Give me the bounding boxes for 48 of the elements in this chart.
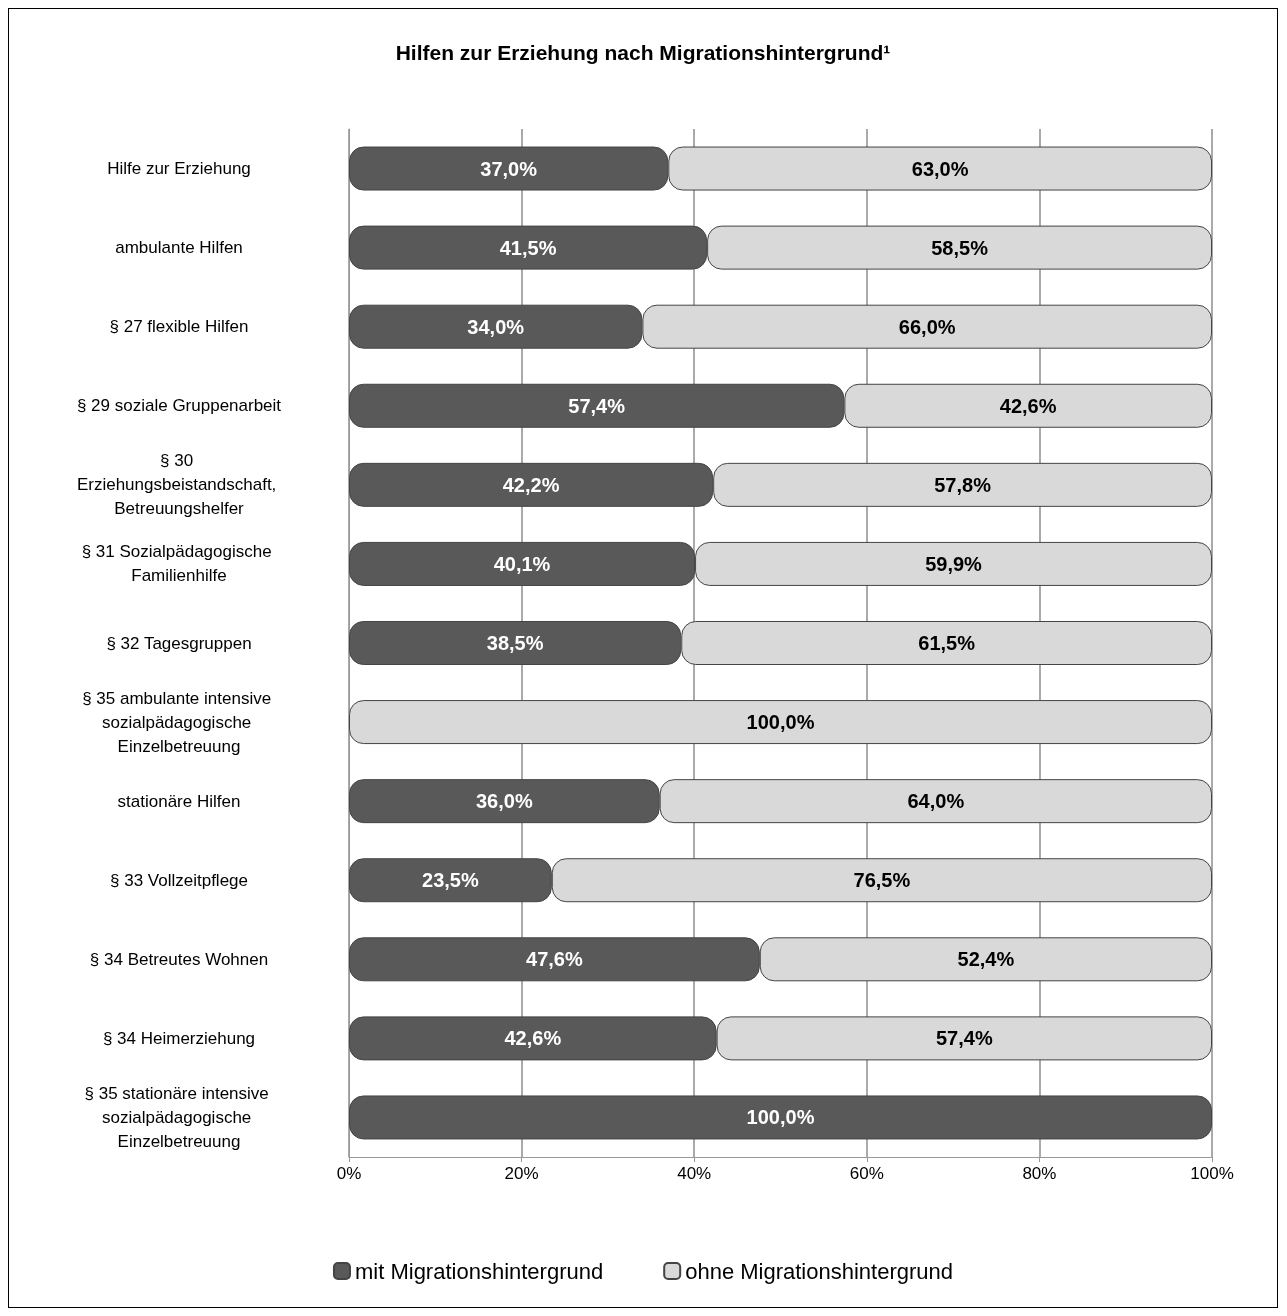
data-label: 59,9% [925,552,983,575]
bar [349,700,1212,745]
x-tick-label: 20% [504,1164,539,1183]
x-tick-label: 60% [849,1164,884,1183]
data-label: 38,5% [486,632,544,654]
data-label: 52,4% [957,948,1015,971]
y-tick-label: § 34 Betreutes Wohnen [89,949,269,969]
data-label: 100,0% [746,711,815,734]
y-tick-label: § 33 Vollzeitpflege [110,870,248,890]
data-label: 76,5% [853,869,911,892]
y-tick-label: Hilfe zur Erziehung [107,159,251,179]
data-label: 57,8% [934,473,992,496]
data-label: 100,0% [746,1106,815,1129]
data-label: 57,4% [935,1027,993,1050]
data-label: 42,2% [502,473,560,496]
data-label: 34,0% [467,315,525,338]
data-label: 57,4% [568,394,626,417]
y-tick-label: § 30 Erziehungsbeistandschaft, Betreuungshelfer [76,451,282,519]
bar [349,1095,1212,1140]
y-tick-label: § 31 Sozialpädagogische Familienhilfe [81,542,277,586]
legend-label: mit Migrationshintergrund [354,1258,604,1284]
x-tick-label: 0% [336,1164,362,1183]
y-tick-label: § 35 stationäre intensive sozialpädagogische Einzelbetreuung [84,1083,274,1151]
y-tick-label: stationäre Hilfen [117,791,241,811]
data-label: 61,5% [918,632,976,654]
y-tick-label: § 35 ambulante intensive sozialpädagogische Einzelbetreuung [82,688,276,756]
data-label: 40,1% [493,552,551,575]
y-tick-label: § 29 soziale Gruppenarbeit [76,396,282,416]
data-label: 23,5% [422,869,479,892]
data-label: 64,0% [907,790,965,813]
data-label: 37,0% [480,157,538,180]
data-label: 66,0% [898,315,956,338]
data-label: 36,0% [475,790,533,813]
legend-label: ohne Migrationshintergrund [685,1258,954,1284]
data-label: 63,0% [911,157,969,180]
data-label: 42,6% [999,394,1057,417]
x-tick-label: 100% [1190,1164,1234,1183]
y-tick-label: § 34 Heimerziehung [102,1028,256,1048]
data-label: 58,5% [931,236,989,259]
data-label: 47,6% [526,948,583,971]
x-tick-label: 40% [677,1164,712,1183]
y-tick-label: ambulante Hilfen [115,238,243,258]
data-label: 41,5% [499,236,557,259]
chart-title: Hilfen zur Erziehung nach Migrationshintergrund¹ [395,41,891,64]
y-tick-label: § 32 Tagesgruppen [106,633,252,653]
y-tick-label: § 27 flexible Hilfen [109,317,249,337]
x-tick-label: 80% [1022,1164,1057,1183]
data-label: 42,6% [504,1027,562,1050]
